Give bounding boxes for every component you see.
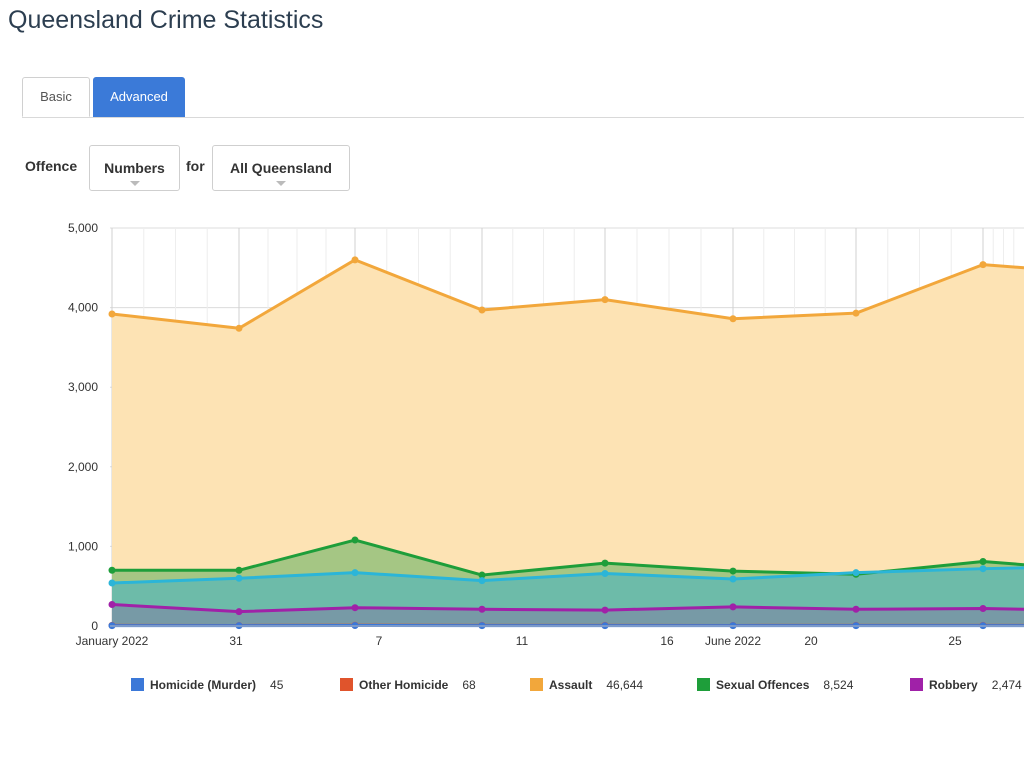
tab-bar: Basic Advanced — [22, 77, 1024, 118]
data-point — [601, 569, 609, 577]
x-tick-label: 16 — [660, 634, 674, 648]
chart-areas — [112, 259, 1024, 626]
data-point — [478, 571, 486, 579]
crime-area-chart: 0 1,000 2,000 3,000 4,000 5,000 January 2022 31… — [68, 221, 1024, 648]
x-tick-label: June 2022 — [705, 634, 761, 648]
data-point — [729, 575, 737, 583]
tab-advanced[interactable]: Advanced — [93, 77, 185, 117]
data-point — [852, 605, 860, 613]
legend-item-sexual-offences[interactable]: Sexual Offences 8,524 — [697, 676, 853, 696]
area-assault — [112, 259, 1024, 626]
tab-basic[interactable]: Basic — [22, 77, 90, 117]
legend-swatch — [340, 678, 353, 691]
for-label: for — [186, 158, 205, 174]
data-point — [478, 605, 486, 613]
area-robbery — [112, 604, 1024, 626]
data-point — [729, 567, 737, 575]
chart-axes: 0 1,000 2,000 3,000 4,000 5,000 January 2022 31… — [68, 221, 1024, 648]
y-tick-label: 3,000 — [68, 380, 98, 394]
data-point — [351, 256, 359, 264]
y-tick-label: 0 — [91, 619, 98, 633]
data-point — [852, 569, 860, 577]
legend-swatch — [910, 678, 923, 691]
x-tick-label: January 2022 — [76, 634, 149, 648]
legend-swatch — [697, 678, 710, 691]
data-point — [979, 604, 987, 612]
region-select-value: All Queensland — [230, 160, 332, 176]
data-point — [108, 579, 116, 587]
y-tick-label: 4,000 — [68, 301, 98, 315]
chart-legend: Homicide (Murder) 45 Other Homicide 68 Ass… — [0, 676, 1024, 696]
data-point — [852, 309, 860, 317]
area-series-5 — [112, 567, 1024, 626]
y-tick-label: 2,000 — [68, 460, 98, 474]
data-point — [235, 608, 243, 616]
legend-item-homicide-murder[interactable]: Homicide (Murder) 45 — [131, 676, 283, 696]
data-point — [729, 315, 737, 323]
data-point — [108, 566, 116, 574]
data-point — [235, 574, 243, 582]
measure-select-value: Numbers — [104, 160, 165, 176]
region-select[interactable]: All Queensland — [212, 145, 350, 191]
data-point — [108, 601, 116, 609]
legend-item-other-homicide[interactable]: Other Homicide 68 — [340, 676, 476, 696]
chevron-down-icon — [276, 181, 286, 186]
offence-label: Offence — [25, 158, 78, 174]
legend-item-robbery[interactable]: Robbery 2,474 — [910, 676, 1022, 696]
data-point — [478, 577, 486, 585]
data-point — [979, 565, 987, 573]
x-tick-label: 20 — [804, 634, 818, 648]
data-point — [979, 558, 987, 566]
data-point — [601, 606, 609, 614]
data-point — [351, 536, 359, 544]
data-point — [235, 324, 243, 332]
data-point — [601, 296, 609, 304]
data-point — [979, 261, 987, 269]
page-title: Queensland Crime Statistics — [8, 6, 324, 34]
data-point — [235, 566, 243, 574]
y-tick-label: 1,000 — [68, 539, 98, 553]
data-point — [729, 603, 737, 611]
legend-swatch — [530, 678, 543, 691]
x-tick-label: 25 — [948, 634, 962, 648]
x-tick-label: 7 — [376, 634, 383, 648]
y-tick-label: 5,000 — [68, 221, 98, 235]
data-point — [351, 604, 359, 612]
x-tick-label: 31 — [229, 634, 243, 648]
data-point — [601, 559, 609, 567]
data-point — [108, 310, 116, 318]
legend-item-assault[interactable]: Assault 46,644 — [530, 676, 643, 696]
measure-select[interactable]: Numbers — [89, 145, 180, 191]
chart-points — [108, 256, 987, 630]
chevron-down-icon — [129, 181, 140, 186]
data-point — [478, 306, 486, 314]
legend-swatch — [131, 678, 144, 691]
x-tick-label: 11 — [516, 634, 529, 648]
data-point — [351, 569, 359, 577]
